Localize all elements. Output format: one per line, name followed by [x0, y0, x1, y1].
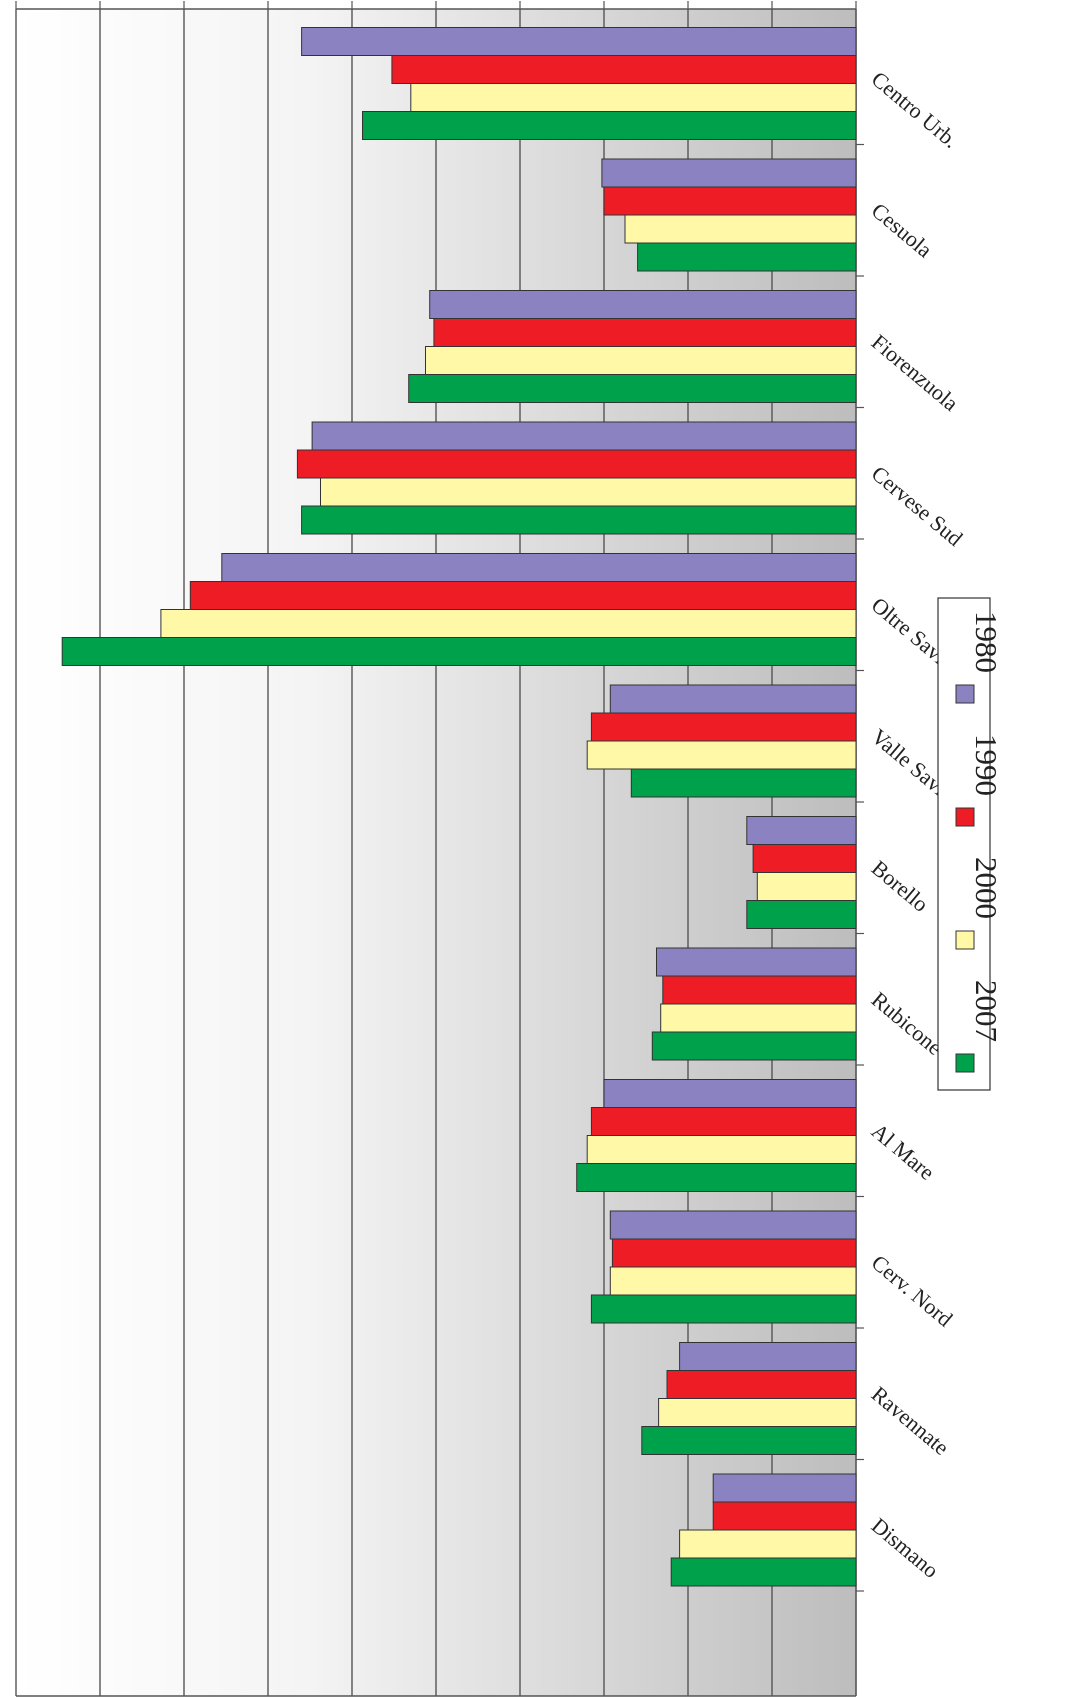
bar-1980-11 [712, 1473, 857, 1503]
bar-1980-1 [601, 158, 857, 188]
bar-1990-0 [391, 55, 857, 84]
legend-swatch-2000 [955, 930, 975, 950]
bar-1980-10 [679, 1342, 857, 1371]
bar-2000-11 [679, 1529, 857, 1559]
bar-2000-9 [609, 1266, 857, 1296]
bar-2000-6 [756, 872, 857, 901]
bar-1990-9 [611, 1238, 857, 1268]
bar-2000-5 [586, 740, 857, 770]
bar-2000-1 [624, 214, 857, 244]
bar-2007-3 [301, 505, 857, 535]
bar-2000-7 [660, 1003, 857, 1033]
bar-1990-4 [189, 581, 857, 610]
bar-2000-10 [658, 1398, 857, 1427]
bar-2007-8 [576, 1163, 857, 1192]
legend-swatch-2007 [955, 1053, 975, 1073]
bar-1990-10 [666, 1370, 857, 1399]
bar-1990-6 [752, 844, 857, 873]
bar-2000-3 [320, 477, 857, 507]
bar-2007-9 [590, 1294, 857, 1324]
bar-2007-7 [651, 1031, 857, 1061]
bar-1990-11 [712, 1501, 857, 1531]
bar-2007-4 [61, 637, 857, 666]
legend-swatch-1980 [955, 684, 975, 704]
bar-2007-5 [630, 768, 857, 798]
bar-1990-8 [590, 1107, 857, 1136]
bar-2007-0 [362, 111, 857, 140]
bar-2000-2 [425, 346, 857, 375]
bar-1980-2 [429, 290, 857, 319]
bar-1980-3 [311, 421, 857, 451]
bar-2007-2 [408, 374, 857, 403]
bar-1980-7 [656, 947, 857, 977]
bar-1980-8 [603, 1079, 857, 1108]
bar-1990-3 [296, 449, 857, 479]
legend: 1980 1990 2000 2007 [937, 597, 1004, 1091]
legend-swatch-1990 [955, 807, 975, 827]
bar-2007-11 [670, 1557, 857, 1587]
legend-label-2007: 2007 [969, 980, 1004, 1042]
legend-label-1980: 1980 [969, 611, 1004, 673]
bar-1990-2 [433, 318, 857, 347]
legend-label-1990: 1990 [969, 734, 1004, 796]
legend-label-2000: 2000 [969, 857, 1004, 919]
bar-2000-8 [586, 1135, 857, 1164]
bar-1990-7 [662, 975, 857, 1005]
bar-1980-5 [609, 684, 857, 714]
bar-2000-4 [160, 609, 857, 638]
legend-box [937, 597, 991, 1091]
bar-1980-6 [746, 816, 857, 845]
bar-2007-10 [641, 1426, 857, 1455]
bar-1980-0 [301, 27, 857, 56]
bar-2007-1 [637, 242, 857, 272]
bar-1980-4 [221, 553, 857, 582]
bar-1990-1 [603, 186, 857, 216]
bar-2000-0 [410, 83, 857, 112]
bar-1980-9 [609, 1210, 857, 1240]
bar-2007-6 [746, 900, 857, 929]
bar-1990-5 [590, 712, 857, 742]
